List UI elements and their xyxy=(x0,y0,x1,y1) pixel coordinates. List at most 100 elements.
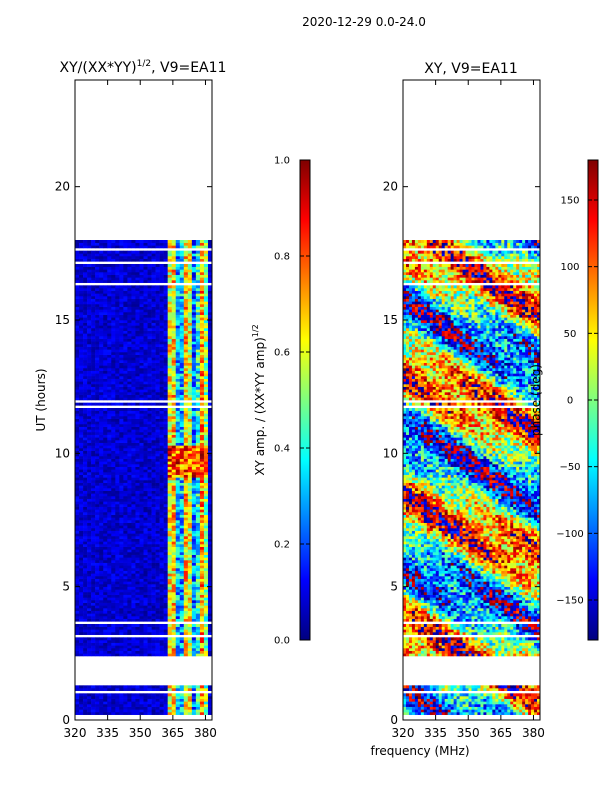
heatmap-cell xyxy=(139,536,144,539)
heatmap-cell xyxy=(135,418,140,422)
heatmap-cell xyxy=(163,376,168,379)
heatmap-cell xyxy=(175,306,181,310)
heatmap-cell xyxy=(167,530,173,534)
heatmap-cell xyxy=(131,378,136,382)
heatmap-cell xyxy=(99,525,104,529)
heatmap-cell xyxy=(151,578,156,582)
heatmap-cell xyxy=(155,688,160,691)
heatmap-cell xyxy=(175,392,181,395)
heatmap-cell xyxy=(143,688,148,691)
heatmap-cell xyxy=(207,536,212,539)
heatmap-cell xyxy=(103,576,108,579)
heatmap-cell xyxy=(119,648,124,651)
heatmap-cell xyxy=(163,592,168,595)
heatmap-cell xyxy=(99,573,104,577)
heatmap-cell xyxy=(119,576,124,579)
heatmap-cell xyxy=(183,370,189,374)
heatmap-cell xyxy=(95,517,100,521)
heatmap-cell xyxy=(171,520,177,523)
heatmap-cell xyxy=(159,562,164,566)
heatmap-cell xyxy=(111,509,116,513)
heatmap-cell xyxy=(151,706,156,710)
heatmap-cell xyxy=(187,616,193,619)
heatmap-cell xyxy=(91,589,96,593)
heatmap-cell xyxy=(207,541,212,545)
heatmap-cell xyxy=(139,685,144,689)
heatmap-cell xyxy=(95,528,100,531)
heatmap-cell xyxy=(207,504,212,507)
heatmap-cell xyxy=(203,498,209,502)
heatmap-cell xyxy=(143,466,148,470)
heatmap-cell xyxy=(119,312,124,315)
heatmap-cell xyxy=(147,424,152,427)
heatmap-cell xyxy=(99,696,104,699)
heatmap-cell xyxy=(199,440,205,443)
heatmap-cell xyxy=(119,560,124,563)
heatmap-cell xyxy=(127,397,132,401)
heatmap-cell xyxy=(183,589,189,593)
heatmap-cell xyxy=(83,386,88,390)
heatmap-cell xyxy=(207,469,212,473)
heatmap-cell xyxy=(103,466,108,470)
heatmap-cell xyxy=(99,464,104,467)
heatmap-cell xyxy=(91,328,96,331)
heatmap-cell xyxy=(199,626,205,630)
heatmap-cell xyxy=(203,709,209,713)
heatmap-cell xyxy=(139,618,144,622)
heatmap-cell xyxy=(87,474,92,478)
heatmap-cell xyxy=(91,394,96,398)
heatmap-cell xyxy=(83,384,88,387)
heatmap-cell xyxy=(139,410,144,414)
heatmap-cell xyxy=(159,557,164,561)
heatmap-cell xyxy=(95,554,100,558)
heatmap-cell xyxy=(99,512,104,515)
heatmap-cell xyxy=(123,650,128,654)
heatmap-cell xyxy=(91,509,96,513)
heatmap-cell xyxy=(103,418,108,422)
heatmap-cell xyxy=(195,693,201,697)
heatmap-cell xyxy=(131,333,136,337)
heatmap-cell xyxy=(163,410,168,414)
heatmap-cell xyxy=(203,504,209,507)
heatmap-cell xyxy=(147,565,152,569)
heatmap-cell xyxy=(83,317,88,321)
heatmap-cell xyxy=(83,642,88,646)
heatmap-cell xyxy=(83,514,88,518)
heatmap-cell xyxy=(103,568,108,571)
heatmap-cell xyxy=(127,589,132,593)
heatmap-cell xyxy=(155,448,160,451)
heatmap-cell xyxy=(131,698,136,702)
heatmap-cell xyxy=(119,434,124,438)
heatmap-cell xyxy=(179,688,185,691)
heatmap-cell xyxy=(107,416,112,419)
heatmap-cell xyxy=(135,640,140,643)
heatmap-cell xyxy=(83,312,88,315)
heatmap-cell xyxy=(75,525,80,529)
heatmap-cell xyxy=(79,354,84,358)
heatmap-cell xyxy=(123,688,128,691)
heatmap-cell xyxy=(163,645,168,649)
heatmap-cell xyxy=(139,520,144,523)
heatmap-cell xyxy=(87,576,92,579)
heatmap-cell xyxy=(79,517,84,521)
heatmap-cell xyxy=(139,570,144,574)
heatmap-cell xyxy=(195,557,201,561)
heatmap-cell xyxy=(99,341,104,345)
heatmap-cell xyxy=(159,522,164,526)
heatmap-cell xyxy=(179,538,185,542)
heatmap-cell xyxy=(119,352,124,355)
heatmap-cell xyxy=(195,541,201,545)
heatmap-cell xyxy=(147,546,152,550)
heatmap-cell xyxy=(103,477,108,481)
heatmap-cell xyxy=(191,370,197,374)
heatmap-cell xyxy=(99,474,104,478)
heatmap-cell xyxy=(79,394,84,398)
heatmap-cell xyxy=(151,410,156,414)
heatmap-cell xyxy=(167,709,173,713)
heatmap-cell xyxy=(183,472,189,475)
heatmap-cell xyxy=(187,581,193,585)
heatmap-cell xyxy=(171,600,177,603)
heatmap-cell xyxy=(75,578,80,582)
heatmap-cell xyxy=(127,410,132,414)
heatmap-cell xyxy=(171,344,177,347)
